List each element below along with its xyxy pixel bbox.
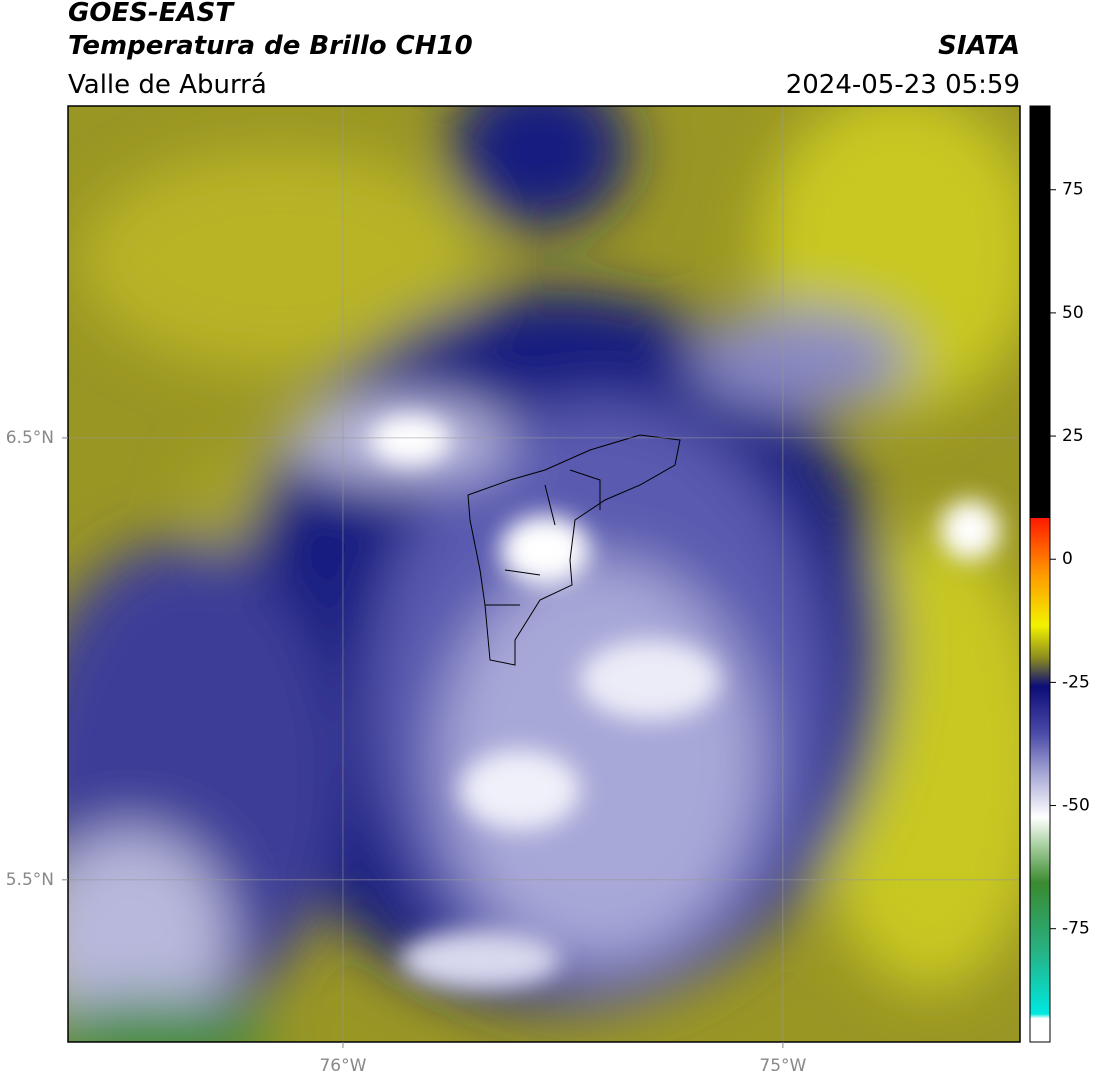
colorbar-label: 75	[1062, 180, 1084, 200]
lon-label: 76°W	[319, 1056, 366, 1076]
region: Valle de Aburrá	[68, 70, 267, 100]
satellite-image	[68, 106, 1020, 1042]
colorbar-label: 0	[1062, 549, 1073, 569]
municipal-boundaries	[467, 434, 681, 666]
lon-label: 75°W	[759, 1056, 806, 1076]
colorbar-label: -75	[1062, 919, 1090, 939]
colorbar	[1029, 105, 1051, 1043]
colorbar-label: 50	[1062, 303, 1084, 323]
source: GOES-EAST	[68, 0, 235, 28]
colorbar-label: 25	[1062, 426, 1084, 446]
map-frame	[67, 105, 1021, 1043]
lat-label: 6.5°N	[6, 428, 54, 448]
colorbar-label: -25	[1062, 672, 1090, 692]
colorbar-label: -50	[1062, 796, 1090, 816]
product: Temperatura de Brillo CH10	[68, 31, 473, 61]
agency: SIATA	[938, 31, 1020, 61]
lat-label: 5.5°N	[6, 870, 54, 890]
datetime: 2024-05-23 05:59	[786, 70, 1020, 100]
